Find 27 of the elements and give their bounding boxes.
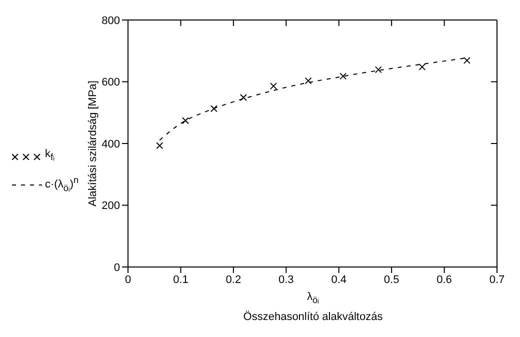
point bbox=[240, 94, 247, 101]
x-tick-label: 0 bbox=[124, 274, 132, 286]
x-tick-label: 0.5 bbox=[384, 274, 400, 286]
y-tick-label: 200 bbox=[102, 200, 120, 212]
point bbox=[156, 142, 164, 150]
x-tick-label: 0.3 bbox=[278, 274, 294, 286]
point bbox=[182, 117, 189, 124]
x-tick-label: 0.6 bbox=[436, 274, 452, 286]
point bbox=[463, 56, 470, 64]
x-axis-title: λ$_{öᵢ}$ Összehasonlító alakváltozás bbox=[242, 291, 384, 323]
y-tick-label: 800 bbox=[102, 14, 120, 27]
x-tick-label: 0.4 bbox=[331, 274, 347, 286]
legend-label: c·(λ$_{öᵢ}$)$^{n}$ bbox=[45, 174, 79, 196]
x-tick-label: 0.7 bbox=[489, 274, 505, 286]
x-tick-label: 0.2 bbox=[226, 274, 242, 286]
point bbox=[418, 63, 426, 70]
x-tick-label: 0.1 bbox=[173, 274, 188, 286]
point bbox=[304, 77, 312, 84]
point bbox=[210, 105, 218, 112]
point bbox=[270, 82, 277, 90]
point bbox=[340, 72, 347, 80]
y-axis-title: Alakítási szilárdság [MPa] bbox=[87, 80, 99, 206]
y-tick-label: 400 bbox=[102, 138, 120, 150]
y-tick-label: 0 bbox=[114, 262, 120, 274]
point bbox=[374, 66, 382, 74]
y-tick-label: 600 bbox=[102, 76, 120, 89]
legend-label: k$_{fᵢ}$ bbox=[45, 148, 54, 164]
